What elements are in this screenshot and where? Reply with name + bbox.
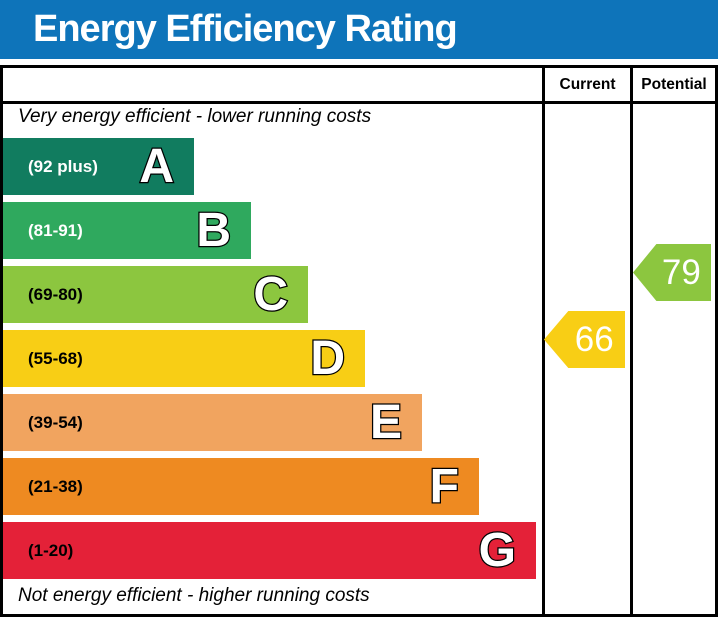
band-letter: G (477, 523, 517, 577)
band-range-label: (39-54) (28, 412, 83, 432)
current-column-header: Current (559, 76, 616, 93)
potential-rating-arrow: 79 (633, 244, 711, 301)
band-letter: D (309, 331, 346, 385)
band-row-f: (21-38) F (3, 458, 479, 515)
band-range-label: (55-68) (28, 348, 83, 368)
potential-rating-value: 79 (661, 253, 701, 292)
band-letter: F (428, 459, 460, 513)
current-rating-value: 66 (574, 320, 614, 359)
band-range-label: (92 plus) (28, 156, 98, 176)
band-row-d: (55-68) D (3, 330, 365, 387)
rating-table: Current Potential Very energy efficient … (0, 65, 718, 617)
band-row-g: (1-20) G (3, 522, 536, 579)
band-letter: B (195, 203, 232, 257)
potential-column-divider (630, 68, 633, 614)
title-bar: Energy Efficiency Rating (0, 0, 718, 59)
page-title: Energy Efficiency Rating (33, 8, 458, 50)
band-range-label: (21-38) (28, 476, 83, 496)
potential-column-header: Potential (641, 76, 707, 93)
header-row-divider (3, 101, 715, 104)
band-range-label: (81-91) (28, 220, 83, 240)
band-letter: A (138, 139, 175, 193)
band-range-label: (69-80) (28, 284, 83, 304)
band-row-a: (92 plus) A (3, 138, 194, 195)
current-column-divider (542, 68, 545, 614)
band-row-e: (39-54) E (3, 394, 422, 451)
band-row-b: (81-91) B (3, 202, 251, 259)
band-letter: E (369, 395, 404, 449)
band-range-label: (1-20) (28, 540, 74, 560)
band-row-c: (69-80) C (3, 266, 308, 323)
top-note: Very energy efficient - lower running co… (18, 106, 372, 127)
band-letter: C (252, 267, 289, 321)
bottom-note: Not energy efficient - higher running co… (18, 585, 370, 606)
current-rating-arrow: 66 (544, 311, 625, 368)
